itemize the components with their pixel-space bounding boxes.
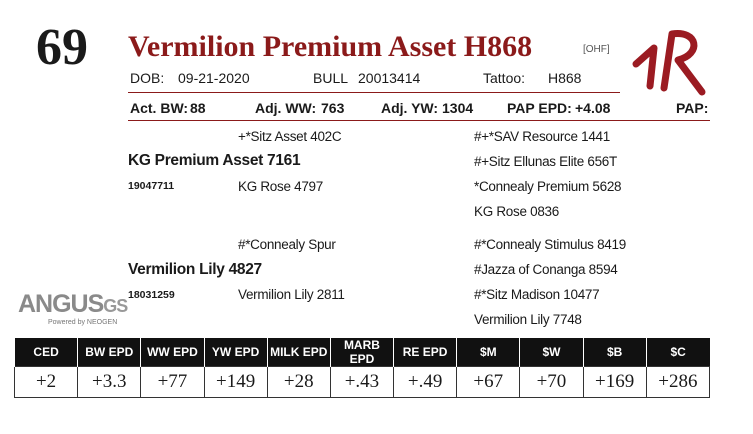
- epd-header: YW EPD: [203, 338, 268, 367]
- grandparent: #*Connealy Stimulus 8419: [474, 237, 626, 252]
- perf-value: 1304: [442, 100, 474, 116]
- epd-value: +169: [582, 366, 647, 398]
- epd-value: +149: [203, 366, 268, 398]
- sire-dam: KG Rose 4797: [238, 179, 323, 194]
- info-value: 20013414: [358, 70, 421, 86]
- epd-header: RE EPD: [393, 338, 457, 367]
- epd-value: +28: [266, 366, 331, 398]
- epd-value: +70: [519, 366, 584, 398]
- perf-label: PAP EPD:: [507, 100, 572, 116]
- info-value: 09-21-2020: [178, 70, 250, 86]
- epd-value: +286: [645, 366, 711, 398]
- epd-value: +2: [13, 366, 79, 398]
- perf-label: Adj. WW:: [255, 100, 317, 116]
- epd-value: +3.3: [77, 366, 142, 398]
- logo-text: ANGUS: [18, 290, 104, 318]
- epd-table: CED BW EPD WW EPD YW EPD MILK EPD MARB EPD RE …: [13, 338, 711, 398]
- perf-label: Adj. YW:: [381, 100, 439, 116]
- logo-suffix: GS: [103, 296, 128, 316]
- info-label: DOB:: [130, 70, 165, 86]
- perf-label: PAP:: [676, 100, 709, 116]
- logo-brand: ANGUSGS: [18, 290, 128, 319]
- epd-header-row: CED BW EPD WW EPD YW EPD MILK EPD MARB EPD RE …: [13, 338, 710, 367]
- animal-name: Vermilion Premium Asset H868: [128, 30, 533, 63]
- grandparent: #Jazza of Conanga 8594: [474, 262, 618, 277]
- brand-mark: [632, 30, 706, 96]
- tag: [OHF]: [583, 44, 610, 55]
- perf-value: +4.08: [575, 100, 611, 116]
- epd-value: +77: [140, 366, 205, 398]
- info-label: Tattoo:: [483, 70, 526, 86]
- epd-header: BW EPD: [77, 338, 141, 367]
- grandparent: #+*SAV Resource 1441: [474, 129, 610, 144]
- epd-value: +.43: [329, 366, 395, 398]
- rule: [128, 92, 620, 93]
- grandparent: KG Rose 0836: [474, 204, 559, 219]
- epd-value: +.49: [393, 366, 458, 398]
- epd-header: $B: [582, 338, 647, 367]
- grandparent: #+Sitz Ellunas Elite 656T: [474, 154, 617, 169]
- epd-value: +67: [456, 366, 521, 398]
- epd-value-row: +2 +3.3 +77 +149 +28 +.43 +.49 +67 +70 +169 +286: [13, 366, 711, 398]
- rule: [128, 120, 710, 121]
- dam-dam: Vermilion Lily 2811: [238, 287, 345, 302]
- epd-header: MARB EPD: [329, 338, 394, 367]
- brand-stroke: [660, 30, 706, 96]
- dam-reg: 18031259: [128, 289, 175, 301]
- epd-header: MILK EPD: [266, 338, 331, 367]
- sire-sire: +*Sitz Asset 402C: [238, 129, 342, 144]
- epd-header: $M: [456, 338, 520, 367]
- dam-name: Vermilion Lily 4827: [128, 261, 262, 278]
- epd-header: WW EPD: [140, 338, 205, 367]
- info-label: BULL: [313, 70, 349, 86]
- lot-number: 69: [36, 19, 88, 76]
- info-value: H868: [548, 70, 582, 86]
- sire-name: KG Premium Asset 7161: [128, 152, 301, 169]
- brand-stroke: [632, 44, 658, 90]
- grandparent: #*Sitz Madison 10477: [474, 287, 600, 302]
- logo-tagline: Powered by NEOGEN: [48, 319, 118, 326]
- grandparent: *Connealy Premium 5628: [474, 179, 622, 194]
- perf-value: 88: [190, 100, 206, 116]
- perf-value: 763: [321, 100, 345, 116]
- epd-header: $W: [519, 338, 584, 367]
- epd-header: CED: [13, 338, 78, 367]
- grandparent: Vermilion Lily 7748: [474, 312, 582, 327]
- perf-label: Act. BW:: [130, 100, 189, 116]
- epd-header: $C: [645, 338, 710, 367]
- dam-sire: #*Connealy Spur: [238, 237, 336, 252]
- sire-reg: 19047711: [128, 180, 175, 192]
